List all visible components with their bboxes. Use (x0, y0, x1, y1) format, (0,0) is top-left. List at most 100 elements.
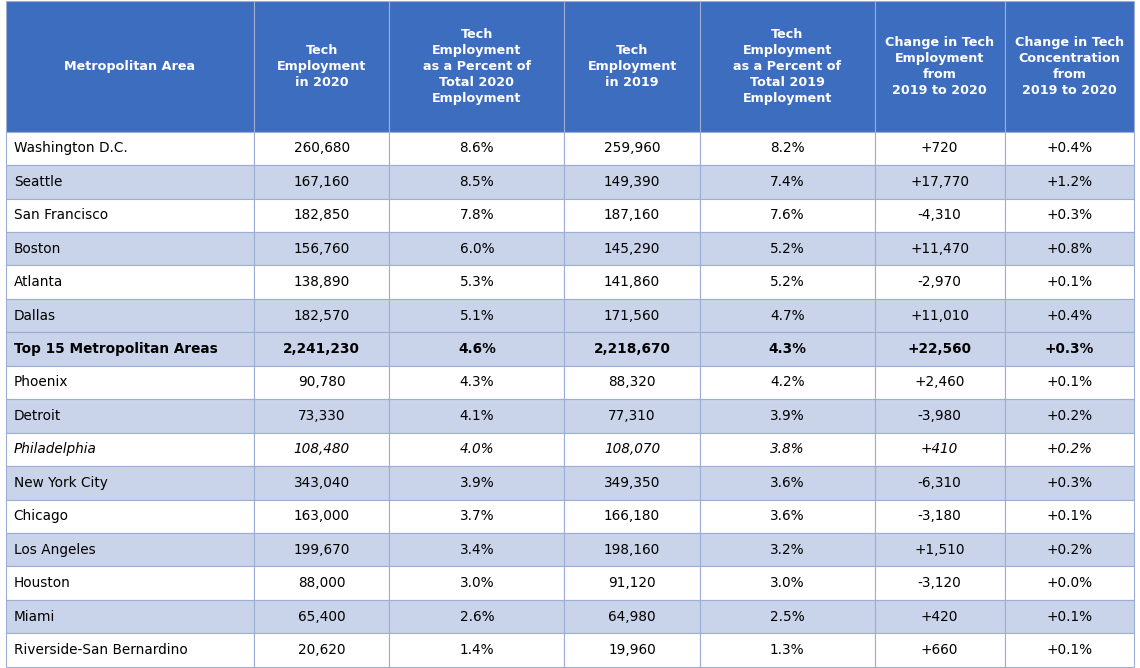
Text: 199,670: 199,670 (293, 542, 350, 556)
Text: 8.6%: 8.6% (459, 142, 495, 156)
Bar (1004, 566, 1134, 600)
Text: 4.0%: 4.0% (459, 442, 495, 456)
Bar (254, 366, 390, 399)
Text: +1,510: +1,510 (914, 542, 964, 556)
Bar (700, 265, 874, 299)
Bar (1004, 600, 1134, 633)
Bar (564, 466, 700, 500)
Text: Boston: Boston (14, 242, 62, 256)
Text: 3.4%: 3.4% (459, 542, 495, 556)
Text: Houston: Houston (14, 576, 71, 590)
Text: 149,390: 149,390 (604, 175, 660, 189)
Bar (700, 232, 874, 265)
Text: 4.7%: 4.7% (770, 309, 805, 323)
Bar (564, 333, 700, 366)
Text: 259,960: 259,960 (604, 142, 660, 156)
Text: Change in Tech
Concentration
from
2019 to 2020: Change in Tech Concentration from 2019 t… (1015, 36, 1124, 97)
Bar (564, 265, 700, 299)
Bar (254, 566, 390, 600)
Text: -4,310: -4,310 (918, 208, 961, 222)
Bar (6, 299, 254, 333)
Bar (390, 366, 564, 399)
Bar (700, 132, 874, 165)
Text: 166,180: 166,180 (604, 509, 660, 523)
Text: 3.7%: 3.7% (459, 509, 495, 523)
Bar (564, 198, 700, 232)
Bar (564, 600, 700, 633)
Text: 5.2%: 5.2% (770, 242, 805, 256)
Text: 65,400: 65,400 (298, 609, 345, 623)
Bar (1004, 198, 1134, 232)
Bar (1004, 399, 1134, 433)
Bar (254, 165, 390, 198)
Text: Tech
Employment
in 2020: Tech Employment in 2020 (277, 44, 366, 89)
Bar (1004, 500, 1134, 533)
Text: +0.3%: +0.3% (1047, 476, 1092, 490)
Bar (390, 198, 564, 232)
Text: 90,780: 90,780 (298, 375, 345, 389)
Bar (390, 500, 564, 533)
Bar (700, 600, 874, 633)
Bar (390, 232, 564, 265)
Bar (6, 466, 254, 500)
Text: 3.0%: 3.0% (459, 576, 495, 590)
Text: 343,040: 343,040 (294, 476, 350, 490)
Bar (700, 299, 874, 333)
Bar (6, 198, 254, 232)
Text: +0.4%: +0.4% (1047, 142, 1092, 156)
Text: 3.2%: 3.2% (770, 542, 805, 556)
Text: 138,890: 138,890 (294, 275, 350, 289)
Text: 141,860: 141,860 (604, 275, 660, 289)
Bar (700, 433, 874, 466)
Text: Metropolitan Area: Metropolitan Area (64, 60, 195, 73)
Bar (390, 132, 564, 165)
Text: +2,460: +2,460 (914, 375, 964, 389)
Text: 108,480: 108,480 (294, 442, 350, 456)
Text: Top 15 Metropolitan Areas: Top 15 Metropolitan Areas (14, 342, 218, 356)
Text: +0.8%: +0.8% (1047, 242, 1092, 256)
Text: 4.3%: 4.3% (459, 375, 495, 389)
Text: 4.3%: 4.3% (768, 342, 806, 356)
Text: 1.4%: 1.4% (459, 643, 495, 657)
Text: 7.4%: 7.4% (770, 175, 805, 189)
Bar (1004, 633, 1134, 667)
Bar (390, 299, 564, 333)
Text: 5.1%: 5.1% (459, 309, 495, 323)
Text: 4.1%: 4.1% (459, 409, 495, 423)
Text: Philadelphia: Philadelphia (14, 442, 97, 456)
Text: New York City: New York City (14, 476, 107, 490)
Bar (700, 500, 874, 533)
Text: 145,290: 145,290 (604, 242, 660, 256)
Bar (390, 1, 564, 132)
Bar (700, 366, 874, 399)
Text: 4.6%: 4.6% (458, 342, 496, 356)
Bar (6, 232, 254, 265)
Bar (874, 132, 1004, 165)
Text: 108,070: 108,070 (604, 442, 660, 456)
Text: +0.1%: +0.1% (1047, 375, 1092, 389)
Bar (254, 500, 390, 533)
Text: 88,000: 88,000 (298, 576, 345, 590)
Bar (1004, 433, 1134, 466)
Text: +11,010: +11,010 (910, 309, 969, 323)
Bar (254, 533, 390, 566)
Text: 5.3%: 5.3% (459, 275, 495, 289)
Bar (6, 1, 254, 132)
Bar (254, 399, 390, 433)
Text: Dallas: Dallas (14, 309, 56, 323)
Text: +0.1%: +0.1% (1047, 509, 1092, 523)
Bar (700, 333, 874, 366)
Bar (6, 633, 254, 667)
Bar (700, 566, 874, 600)
Text: -2,970: -2,970 (918, 275, 961, 289)
Bar (874, 533, 1004, 566)
Bar (390, 566, 564, 600)
Bar (6, 132, 254, 165)
Text: 4.2%: 4.2% (770, 375, 805, 389)
Text: +0.1%: +0.1% (1047, 609, 1092, 623)
Text: +1.2%: +1.2% (1047, 175, 1092, 189)
Text: +0.0%: +0.0% (1047, 576, 1092, 590)
Bar (874, 265, 1004, 299)
Bar (1004, 299, 1134, 333)
Bar (390, 466, 564, 500)
